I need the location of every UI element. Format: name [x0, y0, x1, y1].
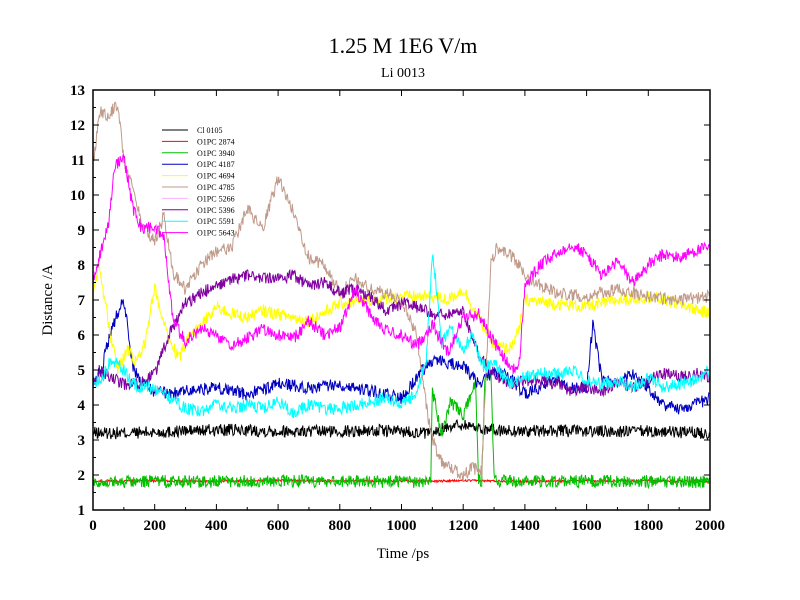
- legend-label: O1PC 2874: [197, 137, 235, 146]
- x-tick-label: 1200: [448, 518, 478, 534]
- x-tick-label: 1400: [510, 518, 540, 534]
- y-tick-label: 4: [78, 398, 86, 414]
- series-layer: [92, 101, 710, 490]
- chart-title: 1.25 M 1E6 V/m: [329, 33, 478, 58]
- series-line-o1pc-4694: [92, 260, 710, 375]
- series-line-o1pc-4187: [92, 299, 710, 415]
- legend-label: Cl 0105: [197, 126, 223, 135]
- y-tick-label: 6: [78, 328, 86, 344]
- x-tick-label: 800: [329, 518, 352, 534]
- chart-subtitle: Li 0013: [381, 66, 425, 81]
- y-tick-label: 9: [78, 223, 86, 239]
- y-tick-label: 1: [78, 503, 86, 519]
- legend-label: O1PC 4187: [197, 160, 235, 169]
- series-line-o1pc-5591: [93, 254, 710, 419]
- series-line-o1pc-3940: [92, 372, 710, 490]
- y-tick-label: 5: [78, 363, 86, 379]
- x-tick-label: 1800: [633, 518, 663, 534]
- y-tick-label: 12: [70, 118, 85, 134]
- legend-label: O1PC 5591: [197, 217, 235, 226]
- series-line-o1pc-5396: [92, 268, 710, 398]
- axes-layer: 0 200 400 600 800 1000 1200 1400 1600 1800 2000123…: [70, 83, 725, 534]
- x-axis-label: Time /ps: [377, 546, 430, 562]
- legend-label: O1PC 4694: [197, 172, 235, 181]
- y-tick-label: 8: [78, 258, 86, 274]
- y-axis-label: Distance /A: [40, 264, 56, 335]
- x-tick-label: 200: [143, 518, 166, 534]
- x-tick-label: 0: [89, 518, 97, 534]
- y-tick-label: 2: [78, 468, 86, 484]
- legend-label: O1PC 5643: [197, 229, 235, 238]
- series-line-o1pc-4785: [92, 101, 710, 483]
- series-line-cl-0105: [92, 419, 710, 441]
- legend-label: O1PC 5266: [197, 194, 235, 203]
- x-tick-label: 1000: [387, 518, 417, 534]
- y-tick-label: 3: [78, 433, 86, 449]
- legend-label: O1PC 4785: [197, 183, 235, 192]
- y-tick-label: 10: [70, 188, 85, 204]
- y-tick-label: 13: [70, 83, 85, 99]
- x-tick-label: 1600: [572, 518, 602, 534]
- legend-label: O1PC 3940: [197, 149, 235, 158]
- y-tick-label: 11: [71, 153, 85, 169]
- legend: Cl 0105 O1PC 2874 O1PC 3940 O1PC 4187 O1PC 4…: [162, 126, 235, 238]
- y-tick-label: 7: [78, 293, 86, 309]
- x-tick-label: 2000: [695, 518, 725, 534]
- legend-label: O1PC 5396: [197, 206, 235, 215]
- x-tick-label: 600: [267, 518, 290, 534]
- series-line-o1pc-5643: [92, 154, 710, 375]
- x-tick-label: 400: [205, 518, 228, 534]
